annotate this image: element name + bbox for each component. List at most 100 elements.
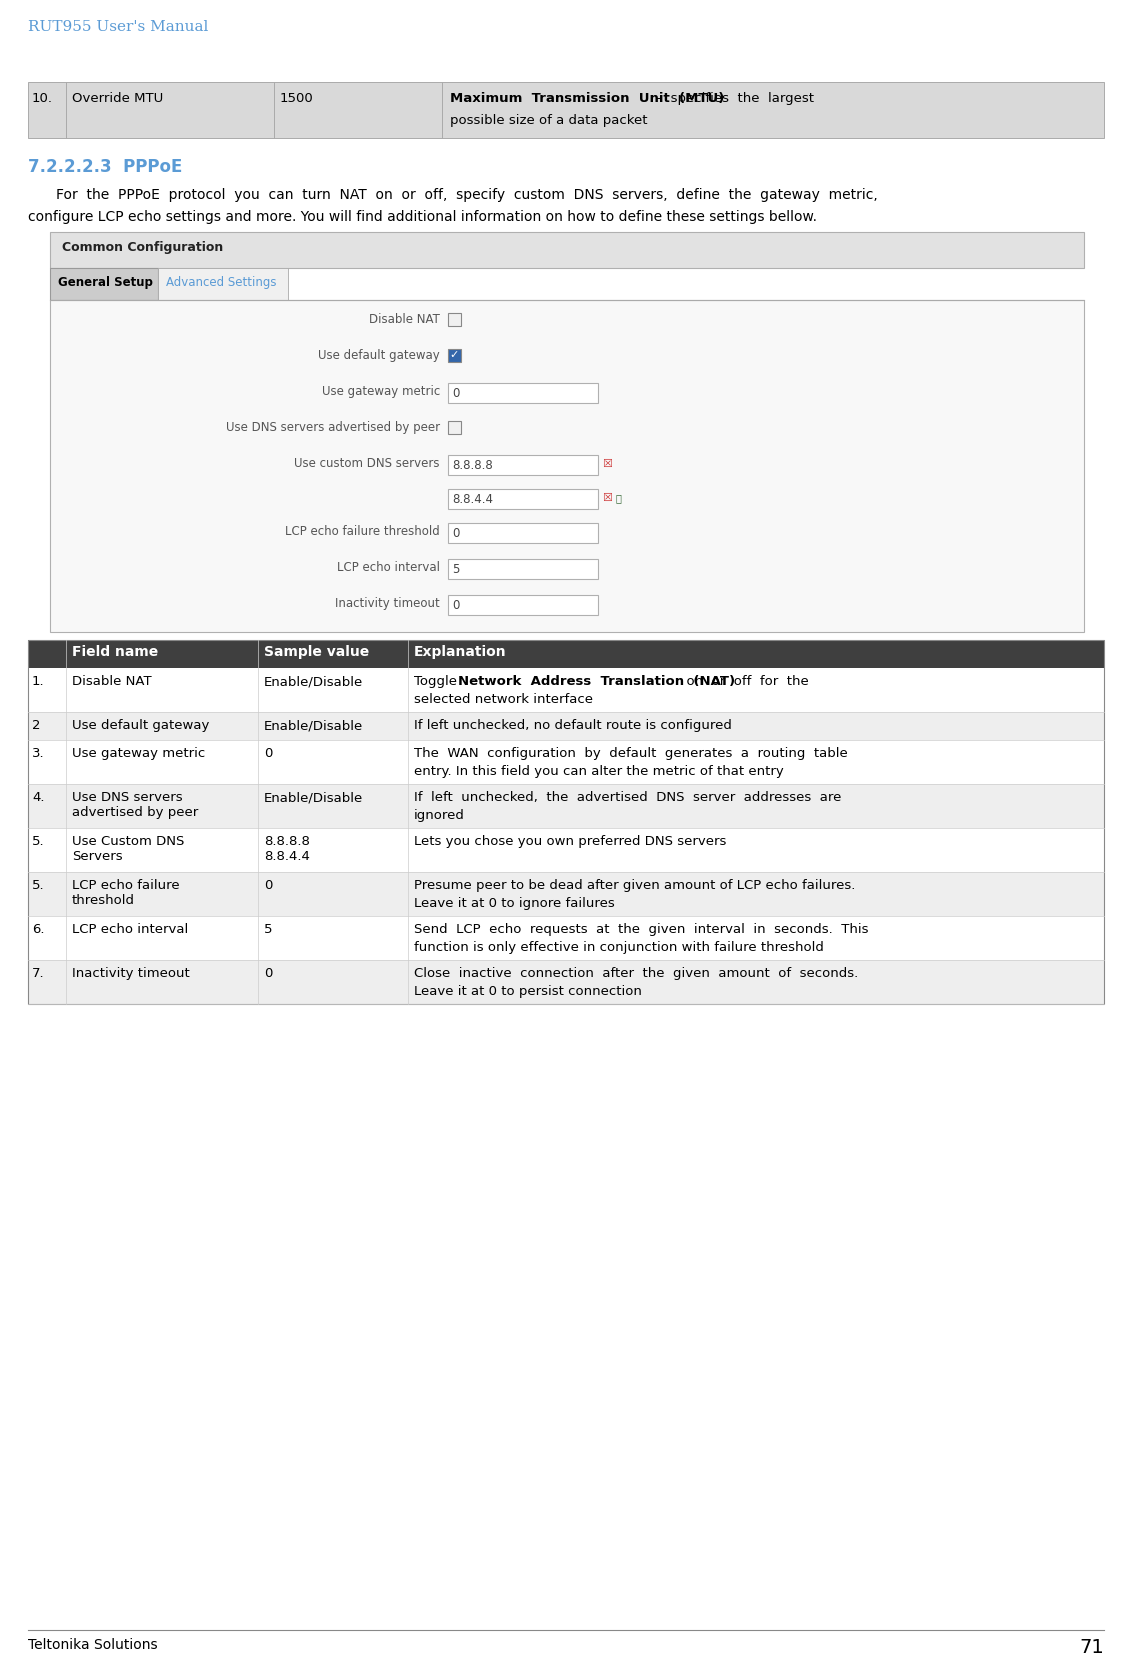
Text: LCP echo failure
threshold: LCP echo failure threshold — [72, 879, 180, 907]
Text: Inactivity timeout: Inactivity timeout — [72, 967, 190, 980]
Text: LCP echo failure threshold: LCP echo failure threshold — [285, 525, 440, 538]
Text: 0: 0 — [452, 387, 460, 400]
Text: 8.8.4.4: 8.8.4.4 — [452, 493, 494, 507]
Bar — [50, 232, 1084, 268]
Text: The  WAN  configuration  by  default  generates  a  routing  table: The WAN configuration by default generat… — [414, 747, 848, 760]
Text: Network  Address  Translation  (NAT): Network Address Translation (NAT) — [458, 675, 736, 688]
Bar — [28, 783, 1104, 828]
Text: Enable/Disable: Enable/Disable — [264, 718, 363, 732]
Text: Disable NAT: Disable NAT — [369, 313, 440, 327]
Text: Use default gateway: Use default gateway — [318, 348, 440, 362]
Bar — [448, 422, 461, 433]
Text: 71: 71 — [1079, 1639, 1104, 1657]
Text: If left unchecked, no default route is configured: If left unchecked, no default route is c… — [414, 718, 732, 732]
Text: 5: 5 — [452, 563, 460, 577]
Bar — [28, 740, 1104, 783]
Text: ignored: ignored — [414, 808, 465, 822]
Text: Presume peer to be dead after given amount of LCP echo failures.: Presume peer to be dead after given amou… — [414, 879, 856, 892]
Text: Use DNS servers advertised by peer: Use DNS servers advertised by peer — [226, 422, 440, 433]
Text: 7.2.2.2.3  PPPoE: 7.2.2.2.3 PPPoE — [28, 158, 182, 177]
Text: 8.8.8.8
8.8.4.4: 8.8.8.8 8.8.4.4 — [264, 835, 310, 864]
Text: 0: 0 — [264, 967, 273, 980]
Text: RUT955 User's Manual: RUT955 User's Manual — [28, 20, 208, 33]
Text: Field name: Field name — [72, 645, 158, 658]
Text: entry. In this field you can alter the metric of that entry: entry. In this field you can alter the m… — [414, 765, 783, 778]
Bar — [28, 915, 1104, 960]
Text: Advanced Settings: Advanced Settings — [166, 277, 276, 288]
Text: 5: 5 — [264, 924, 273, 935]
Text: Use Custom DNS
Servers: Use Custom DNS Servers — [72, 835, 185, 864]
Text: Explanation: Explanation — [414, 645, 507, 658]
Text: Sample value: Sample value — [264, 645, 369, 658]
Text: 3.: 3. — [32, 747, 44, 760]
Text: Use gateway metric: Use gateway metric — [72, 747, 205, 760]
Text: 1500: 1500 — [280, 92, 314, 105]
Text: 0: 0 — [452, 598, 460, 612]
Text: 6.: 6. — [32, 924, 44, 935]
Bar — [448, 313, 461, 327]
Bar — [28, 712, 1104, 740]
Bar — [28, 640, 1104, 668]
Text: Use gateway metric: Use gateway metric — [321, 385, 440, 398]
Text: 5.: 5. — [32, 835, 44, 849]
Text: 2: 2 — [32, 718, 41, 732]
Text: ➕: ➕ — [616, 493, 621, 503]
Text: For  the  PPPoE  protocol  you  can  turn  NAT  on  or  off,  specify  custom  D: For the PPPoE protocol you can turn NAT … — [55, 188, 877, 202]
Bar — [28, 640, 1104, 1004]
Text: 7.: 7. — [32, 967, 44, 980]
Text: function is only effective in conjunction with failure threshold: function is only effective in conjunctio… — [414, 940, 824, 954]
Text: General Setup: General Setup — [58, 277, 153, 288]
Bar — [158, 268, 288, 300]
Text: Maximum  Transmission  Unit  (MTU): Maximum Transmission Unit (MTU) — [451, 92, 724, 105]
Text: possible size of a data packet: possible size of a data packet — [451, 113, 648, 127]
Text: 0: 0 — [264, 747, 273, 760]
Text: LCP echo interval: LCP echo interval — [337, 562, 440, 573]
Text: ✓: ✓ — [449, 350, 458, 360]
Text: 5.: 5. — [32, 879, 44, 892]
Text: Leave it at 0 to persist connection: Leave it at 0 to persist connection — [414, 985, 642, 999]
Text: 1.: 1. — [32, 675, 44, 688]
Bar — [448, 523, 598, 543]
Text: Disable NAT: Disable NAT — [72, 675, 152, 688]
Text: Enable/Disable: Enable/Disable — [264, 675, 363, 688]
Text: 8.8.8.8: 8.8.8.8 — [452, 458, 492, 472]
Text: on  or  off  for  the: on or off for the — [678, 675, 808, 688]
Text: If  left  unchecked,  the  advertised  DNS  server  addresses  are: If left unchecked, the advertised DNS se… — [414, 792, 841, 803]
Bar — [28, 828, 1104, 872]
Text: ☒: ☒ — [602, 493, 612, 503]
Text: Common Configuration: Common Configuration — [62, 242, 223, 253]
Bar — [448, 348, 461, 362]
Text: Send  LCP  echo  requests  at  the  given  interval  in  seconds.  This: Send LCP echo requests at the given inte… — [414, 924, 868, 935]
Text: Use custom DNS servers: Use custom DNS servers — [294, 457, 440, 470]
Bar — [448, 558, 598, 578]
Bar — [448, 595, 598, 615]
Text: –  specifies  the  largest: – specifies the largest — [648, 92, 814, 105]
Text: configure LCP echo settings and more. You will find additional information on ho: configure LCP echo settings and more. Yo… — [28, 210, 817, 223]
Bar — [28, 872, 1104, 915]
Text: Override MTU: Override MTU — [72, 92, 163, 105]
Bar — [28, 960, 1104, 1004]
Text: Use default gateway: Use default gateway — [72, 718, 209, 732]
Bar — [28, 668, 1104, 712]
Text: Leave it at 0 to ignore failures: Leave it at 0 to ignore failures — [414, 897, 615, 910]
Text: Lets you chose you own preferred DNS servers: Lets you chose you own preferred DNS ser… — [414, 835, 727, 849]
Text: Enable/Disable: Enable/Disable — [264, 792, 363, 803]
Bar — [448, 455, 598, 475]
Text: Use DNS servers
advertised by peer: Use DNS servers advertised by peer — [72, 792, 198, 818]
Text: Teltonika Solutions: Teltonika Solutions — [28, 1639, 157, 1652]
Bar — [448, 383, 598, 403]
Bar — [50, 268, 158, 300]
Bar — [448, 488, 598, 508]
Text: Inactivity timeout: Inactivity timeout — [335, 597, 440, 610]
Bar — [50, 300, 1084, 632]
Text: selected network interface: selected network interface — [414, 693, 593, 707]
Text: LCP echo interval: LCP echo interval — [72, 924, 188, 935]
Text: 4.: 4. — [32, 792, 44, 803]
Text: Close  inactive  connection  after  the  given  amount  of  seconds.: Close inactive connection after the give… — [414, 967, 858, 980]
Text: Toggle: Toggle — [414, 675, 465, 688]
Text: ☒: ☒ — [602, 458, 612, 468]
Text: 10.: 10. — [32, 92, 53, 105]
Text: 0: 0 — [264, 879, 273, 892]
Bar — [28, 82, 1104, 138]
Text: 0: 0 — [452, 527, 460, 540]
